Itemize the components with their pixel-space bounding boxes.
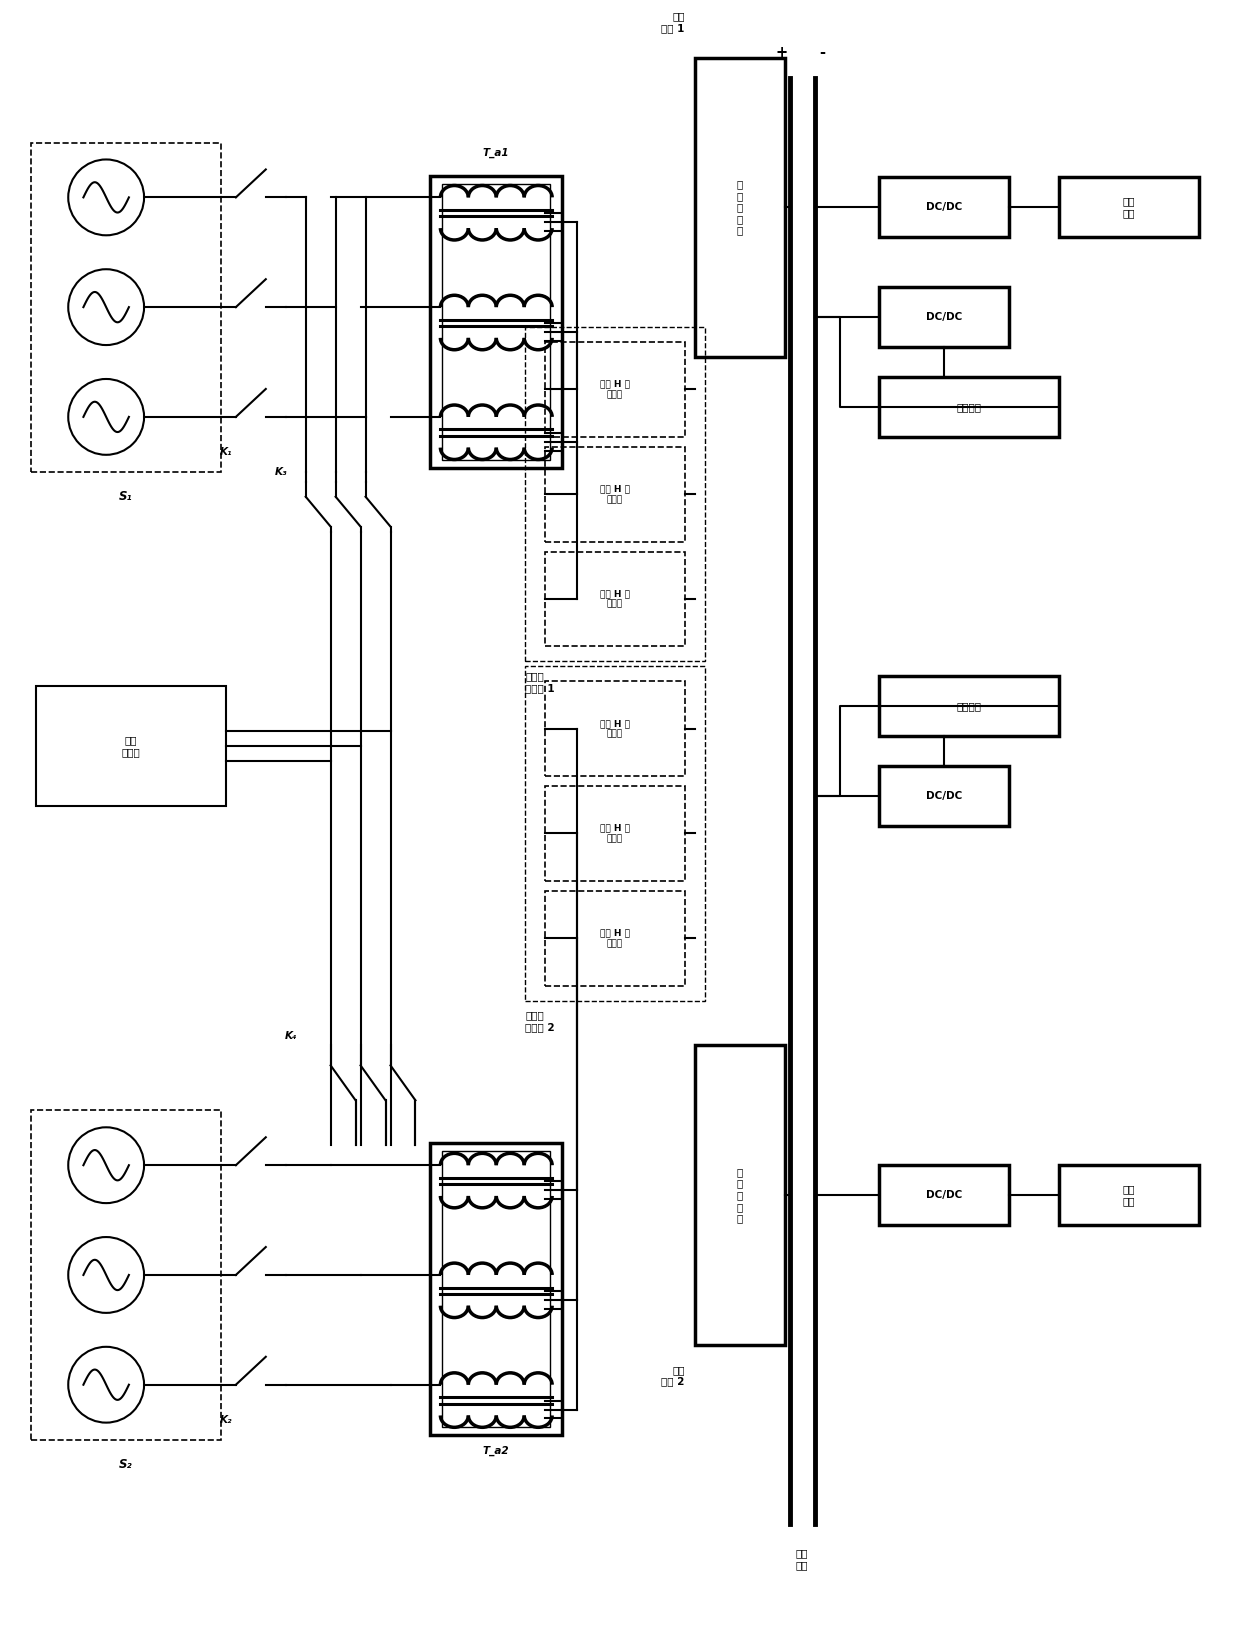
Bar [546,891,684,985]
Text: K₂: K₂ [219,1415,232,1424]
Bar [694,1046,785,1345]
Text: 三
相
变
换
器: 三 相 变 换 器 [737,179,743,236]
Text: DC/DC: DC/DC [926,790,962,802]
Bar [443,1151,551,1428]
Text: 单相 H 桥
变换器: 单相 H 桥 变换器 [600,589,630,608]
Bar [1059,177,1199,237]
Text: +: + [775,46,787,60]
Bar [546,785,684,881]
Bar [879,177,1009,237]
Text: 单相 H 桥
变换器: 单相 H 桥 变换器 [600,485,630,504]
Text: T_a2: T_a2 [482,1446,510,1455]
Text: 柴油
发电机: 柴油 发电机 [122,735,140,758]
Text: S₁: S₁ [119,489,133,502]
Text: S₂: S₂ [119,1459,133,1472]
Text: 单相 H 桥
变换器: 单相 H 桥 变换器 [600,928,630,948]
Text: 三单相
变换器 1: 三单相 变换器 1 [526,672,554,693]
Text: 直流
母线: 直流 母线 [796,1548,808,1571]
Text: 储能电池: 储能电池 [957,402,982,411]
Text: 储能电池: 储能电池 [957,701,982,711]
Bar [546,551,684,647]
Bar [31,1111,221,1439]
Text: 三
相
变
换
器: 三 相 变 换 器 [737,1167,743,1223]
Text: 主变
换器 1: 主变 换器 1 [661,11,684,33]
Text: DC/DC: DC/DC [926,202,962,213]
Bar [879,766,1009,826]
Bar [879,1166,1009,1224]
Bar [443,184,551,460]
Bar [430,1143,562,1436]
Text: K₃: K₃ [274,467,286,476]
Bar [430,176,562,468]
Text: -: - [820,46,826,60]
Bar [31,143,221,472]
Text: 单相 H 桥
变换器: 单相 H 桥 变换器 [600,824,630,844]
Bar [694,57,785,358]
Text: DC/DC: DC/DC [926,1190,962,1200]
Bar [879,377,1059,437]
Text: K₄: K₄ [284,1031,298,1041]
Text: 直流
负载: 直流 负载 [1122,197,1135,218]
Text: 单相 H 桥
变换器: 单相 H 桥 变换器 [600,380,630,398]
Text: 单相 H 桥
变换器: 单相 H 桥 变换器 [600,719,630,738]
Text: 主变
换器 2: 主变 换器 2 [661,1364,684,1387]
Bar [526,667,704,1000]
Text: 三单相
变换器 2: 三单相 变换器 2 [526,1010,554,1033]
Bar [546,447,684,541]
Bar [546,681,684,776]
Text: DC/DC: DC/DC [926,312,962,322]
Bar [526,327,704,662]
Bar [36,686,226,806]
Text: T_a1: T_a1 [482,148,510,158]
Text: 直流
负载: 直流 负载 [1122,1184,1135,1206]
Bar [546,341,684,437]
Bar [879,288,1009,346]
Bar [1059,1166,1199,1224]
Bar [879,676,1059,737]
Text: K₁: K₁ [219,447,232,457]
